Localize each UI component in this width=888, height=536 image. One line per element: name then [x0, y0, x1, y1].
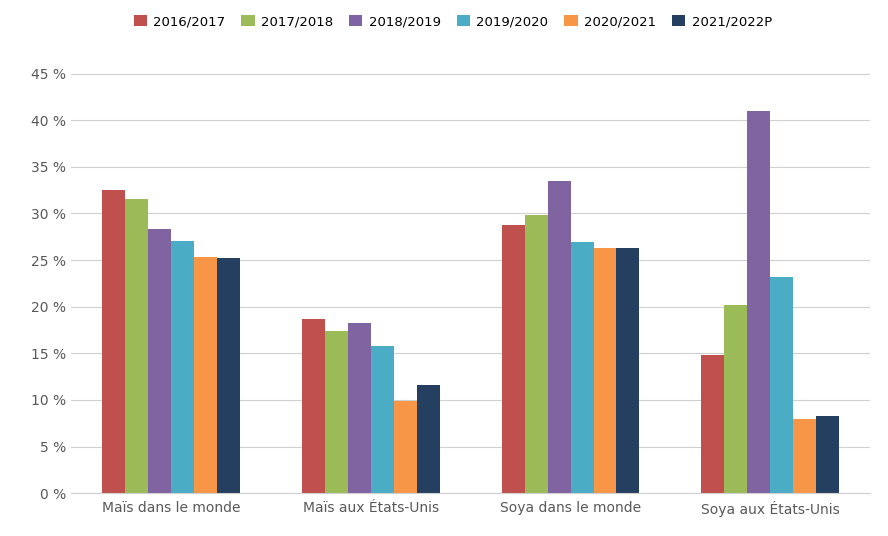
Bar — [416, 385, 440, 493]
Bar — [616, 248, 639, 493]
Bar — [793, 420, 816, 493]
Bar — [770, 277, 793, 493]
Bar — [702, 355, 725, 493]
Bar — [816, 416, 839, 493]
Bar — [725, 305, 748, 493]
Bar — [170, 241, 194, 493]
Bar — [593, 248, 616, 493]
Bar — [217, 258, 240, 493]
Bar — [371, 346, 393, 493]
Bar — [194, 257, 217, 493]
Bar — [348, 323, 370, 493]
Bar — [570, 242, 593, 493]
Bar — [525, 215, 548, 493]
Bar — [393, 401, 416, 493]
Bar — [148, 229, 170, 493]
Bar — [748, 111, 771, 493]
Bar — [548, 181, 570, 493]
Bar — [102, 190, 125, 493]
Bar — [125, 199, 148, 493]
Bar — [502, 225, 525, 493]
Legend: 2016/2017, 2017/2018, 2018/2019, 2019/2020, 2020/2021, 2021/2022P: 2016/2017, 2017/2018, 2018/2019, 2019/20… — [133, 15, 773, 28]
Bar — [325, 331, 348, 493]
Bar — [302, 319, 325, 493]
